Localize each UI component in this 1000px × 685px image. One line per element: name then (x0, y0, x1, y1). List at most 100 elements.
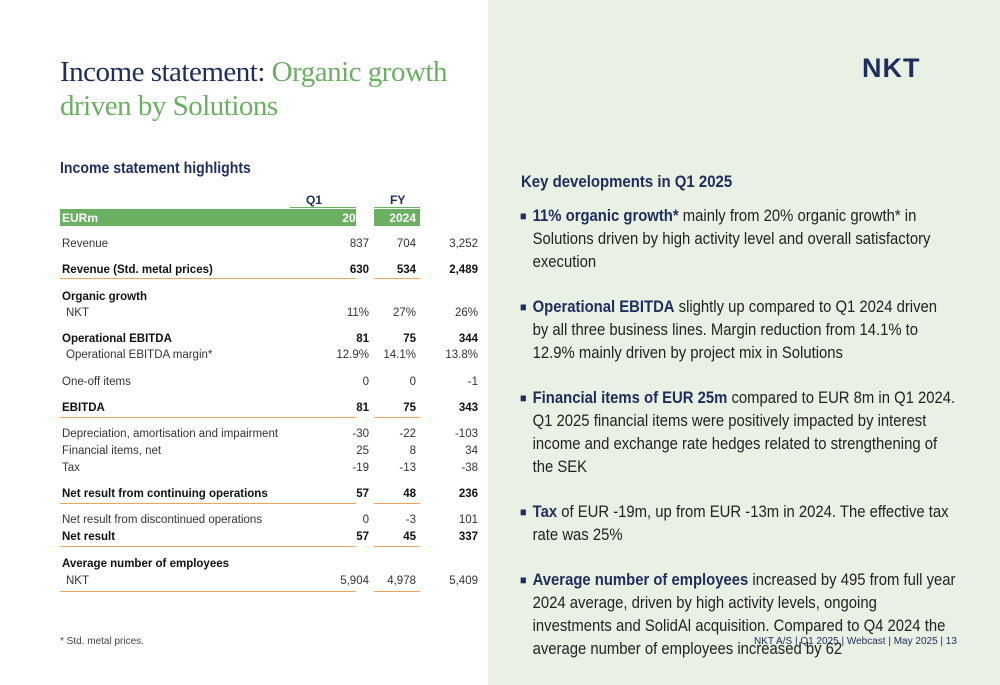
bullet-bold: Tax (532, 503, 558, 521)
cell: 75 (403, 402, 416, 414)
row-label: Organic growth (62, 291, 147, 303)
cell: 13.8% (445, 349, 478, 361)
page-title: Income statement: Organic growth driven … (60, 55, 480, 123)
row-label: NKT (66, 307, 89, 319)
bullet-text: compared to EUR 8m in Q1 2024. Q1 2025 f… (532, 389, 956, 476)
row-label: Tax (62, 462, 80, 474)
title-main: Income statement: (60, 56, 265, 88)
group-header-q1: Q1 (306, 193, 323, 207)
cell: 344 (458, 333, 478, 345)
key-developments-list: ■ 11% organic growth* mainly from 20% or… (520, 205, 955, 683)
footnote: * Std. metal prices. (60, 636, 144, 647)
cell: 5,904 (340, 575, 369, 587)
divider (60, 503, 356, 504)
bullet-bold: Financial items of EUR 25m (532, 389, 728, 407)
row-label: NKT (66, 575, 89, 587)
cell: 236 (458, 488, 478, 500)
divider (374, 417, 420, 418)
bullet-bold: Average number of employees (532, 571, 749, 589)
nkt-logo: NKT (862, 54, 921, 80)
logo-text: NKT (862, 54, 921, 80)
row-label: Net result from continuing operations (62, 488, 268, 500)
cell: 25 (356, 445, 369, 457)
bullet-text: slightly up compared to Q1 2024 driven b… (532, 298, 938, 362)
cell: 14.1% (383, 349, 416, 361)
unit-label: EURm (62, 211, 99, 225)
cell: -30 (352, 428, 369, 440)
cell: 630 (349, 264, 369, 276)
cell: 48 (403, 488, 416, 500)
cell: 337 (458, 531, 478, 543)
divider (374, 278, 420, 279)
cell: 534 (396, 264, 416, 276)
divider (374, 591, 420, 592)
key-developments-heading: Key developments in Q1 2025 (521, 172, 733, 191)
cell: 45 (403, 531, 416, 543)
bullet-text: of EUR -19m, up from EUR -13m in 2024. T… (532, 503, 949, 544)
cell: 81 (356, 333, 369, 345)
cell: 27% (392, 307, 416, 319)
divider (374, 503, 420, 504)
cell: -1 (467, 376, 478, 388)
bullet-icon: ■ (520, 505, 527, 519)
header-gap (356, 209, 374, 226)
bullet-text: increased by 495 from full year 2024 ave… (532, 571, 956, 658)
key-developments-panel (488, 0, 1000, 685)
bullet-text: mainly from 20% organic growth* in Solut… (532, 207, 931, 271)
bullet-item: ■ 11% organic growth* mainly from 20% or… (520, 205, 956, 274)
title-accent: Organic growth driven by Solutions (60, 56, 447, 122)
bullet-item: ■ Financial items of EUR 25m compared to… (520, 387, 956, 479)
row-label: Net result (62, 531, 116, 543)
row-label: EBITDA (62, 402, 105, 414)
row-label: Operational EBITDA (62, 333, 172, 345)
divider (60, 278, 356, 279)
cell: 0 (362, 376, 369, 388)
cell: 4,978 (387, 575, 416, 587)
col-2024: 2024 (389, 211, 416, 225)
bullet-icon: ■ (520, 300, 527, 314)
bullet-icon: ■ (520, 573, 527, 587)
cell: 343 (458, 402, 478, 414)
cell: -19 (352, 462, 369, 474)
cell: 2,489 (449, 264, 478, 276)
cell: 11% (346, 307, 369, 319)
row-label: Revenue (Std. metal prices) (62, 264, 213, 276)
cell: 81 (356, 402, 369, 414)
fy-underline (374, 207, 420, 208)
row-label: Financial items, net (62, 445, 162, 457)
group-header-fy: FY (390, 193, 406, 207)
cell: -38 (461, 462, 478, 474)
row-label: Operational EBITDA margin* (66, 349, 213, 361)
col-2025: 2025 (342, 211, 369, 225)
cell: 0 (362, 514, 369, 526)
table-heading: Income statement highlights (60, 160, 251, 177)
divider (60, 546, 356, 547)
cell: 5,409 (449, 575, 478, 587)
row-label: Net result from discontinued operations (62, 514, 263, 526)
bullet-bold: Operational EBITDA (532, 298, 675, 316)
bullet-bold: 11% organic growth* (532, 207, 679, 225)
table-header-row (60, 209, 420, 226)
cell: 57 (356, 488, 369, 500)
cell: 704 (396, 238, 416, 250)
cell: -13 (399, 462, 416, 474)
cell: 12.9% (336, 349, 369, 361)
row-label: One-off items (62, 376, 131, 388)
row-label: Revenue (62, 238, 109, 250)
bullet-item: ■ Tax of EUR -19m, up from EUR -13m in 2… (520, 501, 956, 547)
bullet-icon: ■ (520, 209, 527, 223)
divider (374, 546, 420, 547)
divider (60, 591, 356, 592)
cell: 75 (403, 333, 416, 345)
cell: -22 (399, 428, 416, 440)
cell: 3,252 (449, 238, 478, 250)
row-label: Depreciation, amortisation and impairmen… (62, 428, 279, 440)
cell: 26% (454, 307, 478, 319)
cell: 837 (349, 238, 369, 250)
page-footer: NKT A/S | Q1 2025 | Webcast | May 2025 |… (754, 636, 957, 647)
col-fy-2024: 2024 (451, 211, 478, 225)
bullet-item: ■ Operational EBITDA slightly up compare… (520, 296, 956, 365)
cell: 8 (409, 445, 416, 457)
cell: 101 (458, 514, 478, 526)
cell: 34 (465, 445, 478, 457)
